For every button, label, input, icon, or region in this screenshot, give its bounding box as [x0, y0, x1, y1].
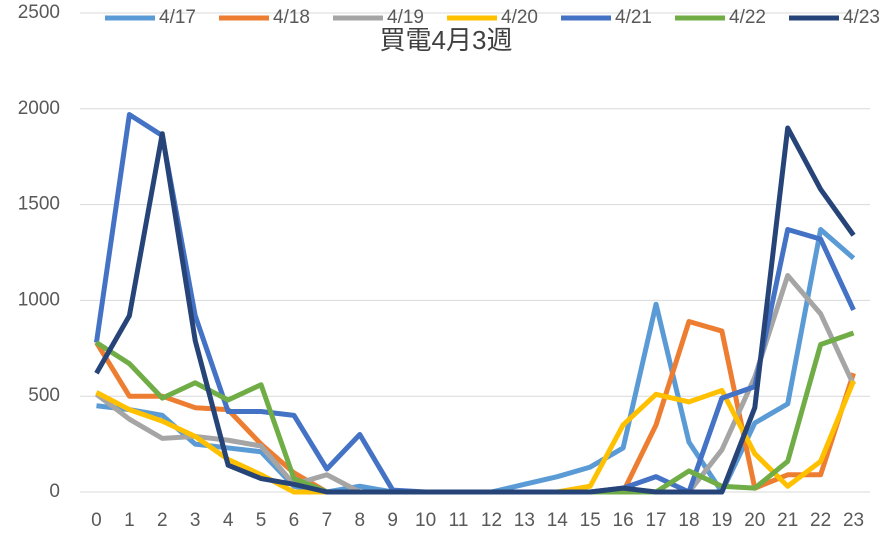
- chart-title: 買電4月3週: [380, 25, 513, 55]
- x-tick-label: 12: [481, 510, 502, 531]
- y-tick-label: 0: [49, 481, 60, 502]
- x-tick-label: 15: [580, 510, 601, 531]
- x-tick-label: 18: [678, 510, 699, 531]
- x-tick-label: 9: [387, 510, 398, 531]
- x-tick-label: 14: [547, 510, 569, 531]
- x-tick-label: 2: [157, 510, 168, 531]
- x-tick-label: 22: [810, 510, 831, 531]
- x-tick-label: 20: [744, 510, 765, 531]
- x-tick-label: 19: [711, 510, 732, 531]
- legend-label: 4/17: [159, 7, 196, 28]
- series-line: [94, 125, 856, 495]
- x-tick-label: 13: [514, 510, 535, 531]
- x-tick-label: 7: [322, 510, 333, 531]
- legend-label: 4/19: [387, 7, 424, 28]
- x-tick-label: 8: [355, 510, 366, 531]
- x-tick-label: 21: [777, 510, 798, 531]
- y-tick-label: 2000: [18, 98, 60, 119]
- legend-label: 4/23: [843, 7, 880, 28]
- x-tick-label: 16: [613, 510, 634, 531]
- y-tick-label: 2500: [18, 2, 60, 23]
- x-tick-label: 6: [289, 510, 300, 531]
- x-tick-label: 0: [91, 510, 102, 531]
- legend-label: 4/20: [501, 7, 538, 28]
- y-tick-label: 1000: [18, 289, 60, 310]
- x-tick-label: 17: [645, 510, 666, 531]
- x-tick-label: 3: [190, 510, 201, 531]
- x-tick-label: 11: [449, 510, 469, 531]
- y-tick-label: 1500: [18, 194, 60, 215]
- x-tick-label: 1: [124, 510, 135, 531]
- legend-label: 4/18: [273, 7, 310, 28]
- x-tick-label: 4: [223, 510, 234, 531]
- legend-label: 4/22: [729, 7, 766, 28]
- x-tick-label: 23: [843, 510, 864, 531]
- x-tick-label: 5: [256, 510, 267, 531]
- y-tick-label: 500: [28, 385, 60, 406]
- series-line: [93, 112, 856, 495]
- legend-label: 4/21: [615, 7, 652, 28]
- x-tick-label: 10: [415, 510, 436, 531]
